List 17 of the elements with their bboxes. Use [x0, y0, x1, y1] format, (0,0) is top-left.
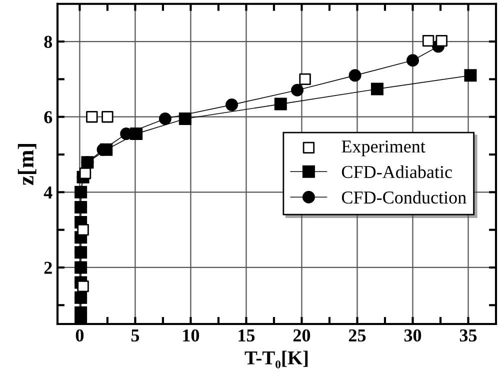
x-tick-label: 25	[348, 329, 366, 342]
legend-label: CFD-Adiabatic	[342, 165, 452, 178]
x-tick-label: 15	[238, 329, 255, 342]
x-tick-label: 10	[183, 329, 200, 342]
x-tick-label: 35	[460, 329, 477, 342]
x-tick-label: 0	[76, 329, 84, 342]
y-tick-label: 8	[44, 36, 52, 48]
x-axis-title: T-T₀[K]	[244, 350, 308, 368]
x-tick-label: 30	[404, 329, 422, 342]
y-tick-label: 6	[44, 111, 52, 124]
y-axis-title: z[m]	[18, 144, 36, 186]
x-tick-label: 5	[131, 330, 140, 342]
legend-label: CFD-Conduction	[342, 190, 466, 204]
y-tick-label: 4	[44, 186, 52, 198]
y-tick-label: 2	[44, 262, 52, 274]
x-tick-label: 20	[293, 329, 310, 342]
legend-label: Experiment	[342, 140, 426, 156]
